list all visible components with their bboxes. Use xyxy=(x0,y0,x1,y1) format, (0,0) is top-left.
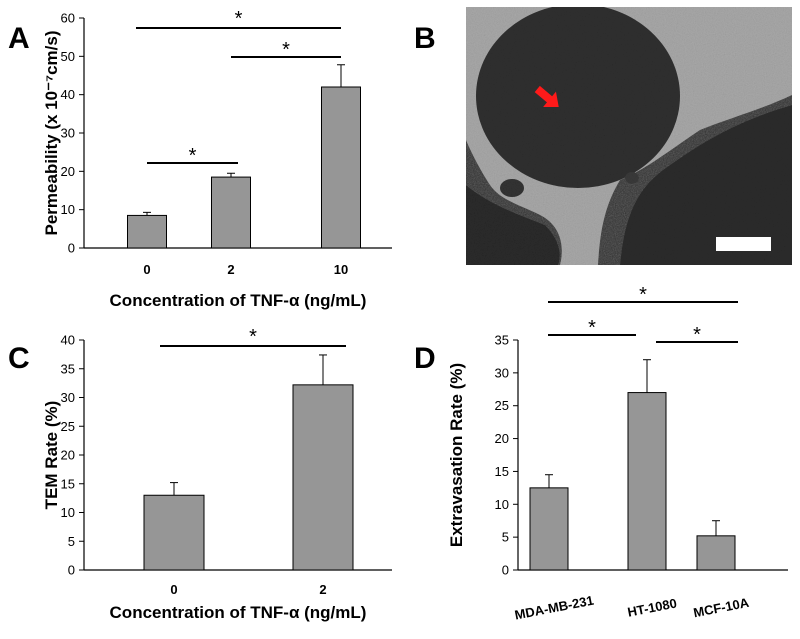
x-tick-label: 0 xyxy=(170,582,177,597)
y-tick-label: 25 xyxy=(61,419,75,434)
cell-body-dark xyxy=(476,7,680,188)
pore-left xyxy=(500,179,524,197)
y-axis-label: TEM Rate (%) xyxy=(42,401,61,510)
x-axis-label: Concentration of TNF-α (ng/mL) xyxy=(110,603,367,622)
micrograph-panel xyxy=(466,7,792,265)
chart-d: 0 5 10 15 20 25 30 35 MDA-MB-231 HT-1080 MCF-10A * *… xyxy=(447,284,788,623)
y-tick-label: 35 xyxy=(61,361,75,376)
x-tick-label: MDA-MB-231 xyxy=(513,593,595,623)
y-tick-label: 20 xyxy=(61,448,75,463)
bar-a-2 xyxy=(321,86,361,249)
x-tick-label: HT-1080 xyxy=(626,595,678,619)
red-arrow-icon xyxy=(534,85,559,107)
significance-star: * xyxy=(249,326,257,348)
bar-a-1 xyxy=(211,176,251,249)
y-tick-label: 25 xyxy=(495,398,509,413)
chart-a: 0 10 20 30 40 50 60 0 2 10 * * * Permeability (x 10⁻⁷… xyxy=(42,8,392,310)
panel-b-letter: B xyxy=(414,22,436,55)
significance-star: * xyxy=(189,145,197,167)
bar-d-0 xyxy=(529,487,569,571)
y-tick-label: 5 xyxy=(502,530,509,545)
y-tick-label: 15 xyxy=(61,476,75,491)
x-tick-label: MCF-10A xyxy=(692,595,751,621)
significance-star: * xyxy=(588,317,596,339)
panel-d-letter: D xyxy=(414,342,436,375)
y-tick-label: 5 xyxy=(68,534,75,549)
significance-star: * xyxy=(235,8,243,30)
significance-star: * xyxy=(693,324,701,346)
y-tick-label: 30 xyxy=(495,365,509,380)
y-tick-label: 35 xyxy=(495,333,509,348)
bar-d-1 xyxy=(627,392,667,571)
x-tick-label: 2 xyxy=(227,262,234,277)
lower-left-dark-region xyxy=(466,185,560,265)
y-tick-label: 10 xyxy=(61,202,75,217)
x-axis-label: Concentration of TNF-α (ng/mL) xyxy=(110,291,367,310)
y-tick-label: 10 xyxy=(61,505,75,520)
bar-a-0 xyxy=(127,214,167,249)
pore-right xyxy=(625,172,639,184)
bar-c-1 xyxy=(292,384,354,571)
y-tick-label: 40 xyxy=(61,333,75,348)
lower-right-dark-region xyxy=(620,105,792,265)
micrograph-vessels xyxy=(466,7,792,265)
scale-bar xyxy=(716,237,771,251)
y-axis-label: Extravasation Rate (%) xyxy=(447,363,466,547)
y-tick-label: 0 xyxy=(502,563,509,578)
significance-star: * xyxy=(639,284,647,306)
y-tick-label: 50 xyxy=(61,49,75,64)
y-tick-label: 0 xyxy=(68,241,75,256)
y-tick-label: 0 xyxy=(68,563,75,578)
significance-star: * xyxy=(282,39,290,61)
x-tick-label: 0 xyxy=(143,262,150,277)
bar-d-2 xyxy=(696,535,736,571)
y-tick-label: 20 xyxy=(495,431,509,446)
y-tick-label: 15 xyxy=(495,464,509,479)
y-tick-label: 10 xyxy=(495,497,509,512)
bar-c-0 xyxy=(143,494,205,571)
panel-c-letter: C xyxy=(8,342,30,375)
x-tick-label: 10 xyxy=(334,262,348,277)
y-axis-label: Permeability (x 10⁻⁷cm/s) xyxy=(42,31,61,236)
y-tick-label: 30 xyxy=(61,390,75,405)
panel-a-letter: A xyxy=(8,22,30,55)
y-tick-label: 30 xyxy=(61,126,75,141)
chart-c: 0 5 10 15 20 25 30 35 40 0 2 * TEM Rate (%) Concentra… xyxy=(42,326,392,622)
y-tick-label: 40 xyxy=(61,87,75,102)
y-tick-label: 20 xyxy=(61,164,75,179)
x-tick-label: 2 xyxy=(319,582,326,597)
y-tick-label: 60 xyxy=(61,11,75,26)
